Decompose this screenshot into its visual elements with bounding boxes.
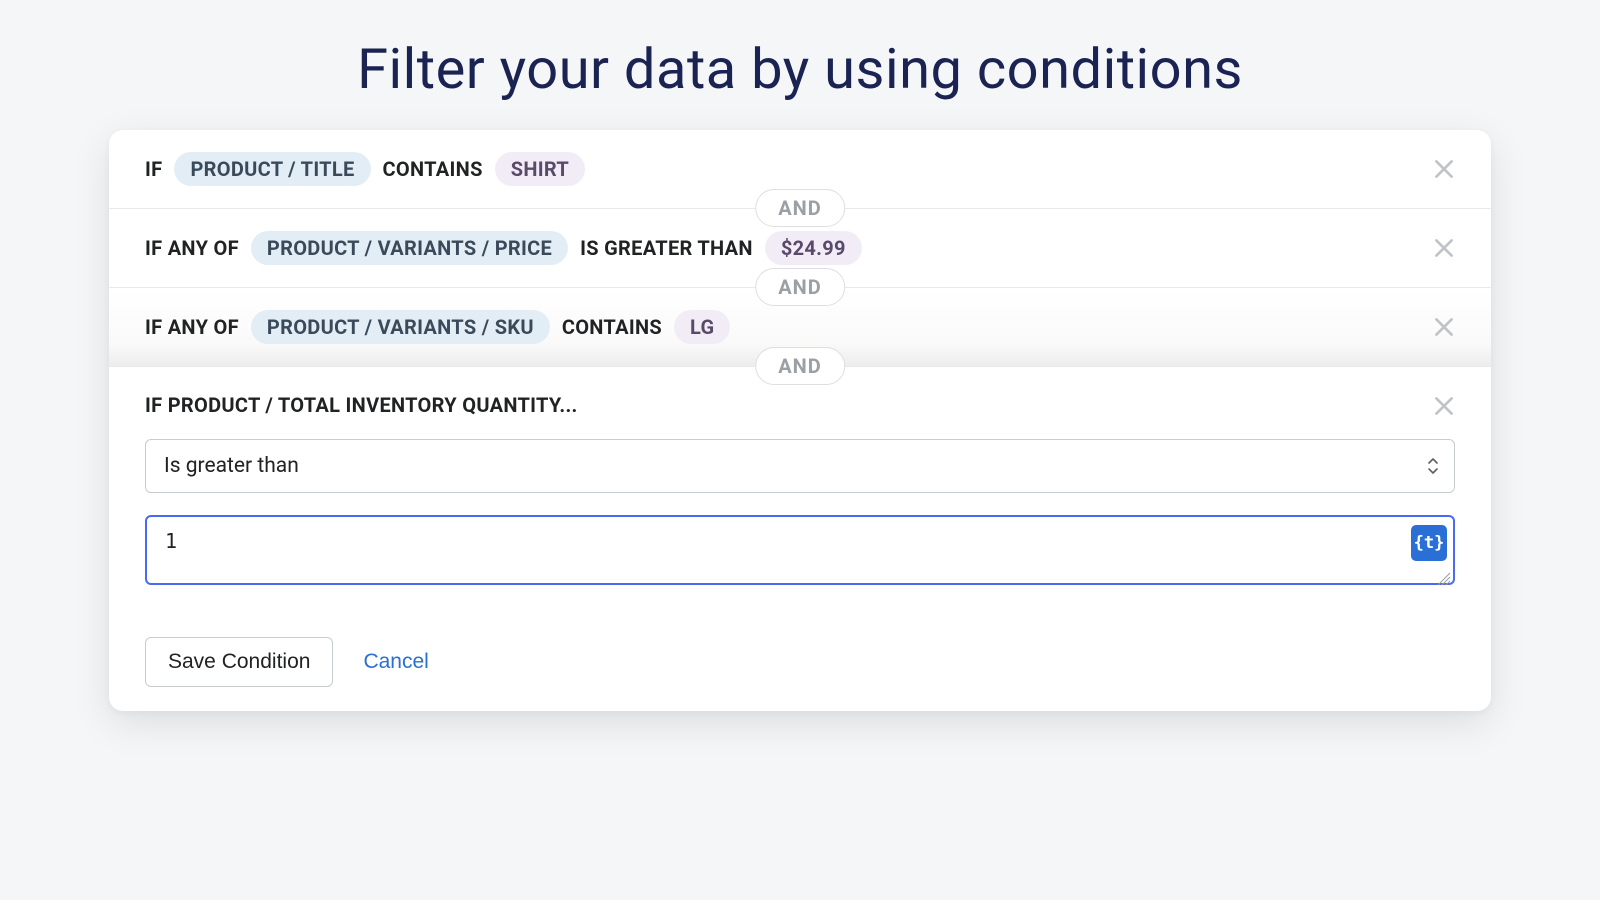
chevron-updown-icon: [1427, 456, 1439, 476]
conditions-card: IF PRODUCT / TITLE CONTAINS SHIRT AND IF…: [109, 130, 1491, 711]
condition-prefix: IF ANY OF: [145, 315, 239, 339]
condition-field-pill[interactable]: PRODUCT / VARIANTS / PRICE: [251, 231, 568, 265]
close-icon: [1431, 156, 1457, 182]
condition-editor: IF PRODUCT / TOTAL INVENTORY QUANTITY...…: [109, 367, 1491, 611]
remove-condition-button[interactable]: [1431, 314, 1457, 340]
condition-expression: IF ANY OF PRODUCT / VARIANTS / SKU CONTA…: [145, 310, 730, 344]
connector-badge: AND: [755, 347, 845, 385]
condition-value-pill[interactable]: $24.99: [765, 231, 862, 265]
editor-actions: Save Condition Cancel: [109, 637, 1491, 687]
editing-condition-label: IF PRODUCT / TOTAL INVENTORY QUANTITY...: [145, 393, 1455, 417]
operator-select[interactable]: Is greater than: [145, 439, 1455, 493]
remove-condition-button[interactable]: [1431, 235, 1457, 261]
save-condition-button[interactable]: Save Condition: [145, 637, 333, 687]
condition-prefix: IF: [145, 157, 162, 181]
condition-expression: IF PRODUCT / TITLE CONTAINS SHIRT: [145, 152, 585, 186]
condition-value-pill[interactable]: SHIRT: [495, 152, 585, 186]
remove-condition-button[interactable]: [1431, 393, 1457, 419]
remove-condition-button[interactable]: [1431, 156, 1457, 182]
condition-expression: IF ANY OF PRODUCT / VARIANTS / PRICE IS …: [145, 231, 862, 265]
cancel-button[interactable]: Cancel: [359, 638, 432, 686]
condition-value-pill[interactable]: LG: [674, 310, 730, 344]
condition-operator: IS GREATER THAN: [580, 236, 753, 260]
condition-field-pill[interactable]: PRODUCT / TITLE: [174, 152, 370, 186]
value-input-wrap: {t}: [145, 515, 1455, 589]
connector-badge: AND: [755, 268, 845, 306]
connector-badge: AND: [755, 189, 845, 227]
page-title: Filter your data by using conditions: [0, 0, 1600, 130]
condition-row: IF PRODUCT / TITLE CONTAINS SHIRT AND: [109, 130, 1491, 209]
operator-select-value: Is greater than: [164, 454, 299, 478]
condition-operator: CONTAINS: [383, 157, 483, 181]
insert-token-button[interactable]: {t}: [1411, 525, 1447, 561]
close-icon: [1431, 235, 1457, 261]
close-icon: [1431, 393, 1457, 419]
close-icon: [1431, 314, 1457, 340]
condition-operator: CONTAINS: [562, 315, 662, 339]
condition-value-input[interactable]: [145, 515, 1455, 585]
operator-select-wrap: Is greater than: [145, 439, 1455, 493]
condition-prefix: IF ANY OF: [145, 236, 239, 260]
condition-field-pill[interactable]: PRODUCT / VARIANTS / SKU: [251, 310, 550, 344]
